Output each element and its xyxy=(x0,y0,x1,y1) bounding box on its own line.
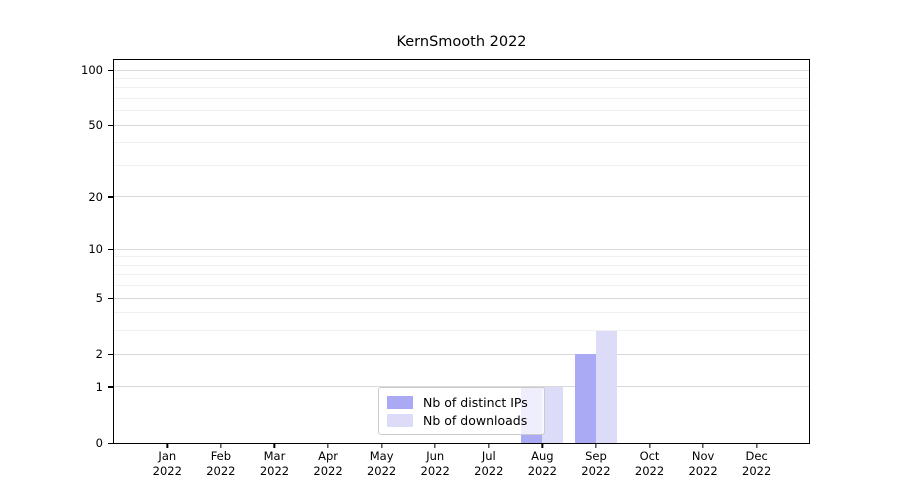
x-tick-month: Jul xyxy=(481,449,496,463)
x-tick-year: 2022 xyxy=(474,464,504,478)
y-tick xyxy=(108,69,113,71)
x-tick-year: 2022 xyxy=(259,464,290,478)
x-tick-month: Nov xyxy=(691,449,715,463)
gridline-major xyxy=(114,353,809,355)
gridline-minor xyxy=(114,256,809,258)
gridline-minor xyxy=(114,330,809,332)
y-tick xyxy=(108,353,113,355)
x-tick-label: Aug 2022 xyxy=(502,449,582,479)
y-tick-label: 20 xyxy=(88,189,103,204)
gridline-minor xyxy=(114,77,809,79)
y-tick xyxy=(108,386,113,388)
y-tick-label: 0 xyxy=(95,436,103,450)
y-tick xyxy=(108,297,113,299)
x-tick-month: Jun xyxy=(426,449,445,463)
y-tick xyxy=(108,248,113,250)
x-tick-label: Jun 2022 xyxy=(395,449,475,479)
legend-label-downloads: Nb of downloads xyxy=(423,412,528,428)
x-tick xyxy=(380,444,383,448)
bar-sep-distinct-ips xyxy=(574,354,596,443)
x-tick xyxy=(488,444,490,448)
x-tick-label: Apr 2022 xyxy=(288,449,368,479)
y-tick-label: 2 xyxy=(95,347,103,362)
gridline-minor xyxy=(114,285,809,287)
gridline-minor xyxy=(114,264,809,266)
x-tick xyxy=(702,444,704,448)
legend: Nb of distinct IPs Nb of downloads xyxy=(378,387,545,435)
x-tick-year: 2022 xyxy=(634,464,665,478)
gridline-minor xyxy=(114,142,809,144)
gridlines-layer xyxy=(114,60,809,443)
x-tick xyxy=(756,444,758,448)
x-tick-label: Mar 2022 xyxy=(234,449,314,479)
chart-title: KernSmooth 2022 xyxy=(396,34,527,50)
gridline-minor xyxy=(114,164,809,166)
gridline-major xyxy=(114,124,809,126)
x-tick-label: Jul 2022 xyxy=(449,449,529,479)
x-tick xyxy=(434,444,436,448)
x-tick-year: 2022 xyxy=(152,464,182,478)
y-tick xyxy=(108,442,113,444)
x-tick-year: 2022 xyxy=(420,464,450,478)
x-tick-month: Sep xyxy=(585,449,607,463)
gridline-minor xyxy=(114,97,809,99)
gridline-major xyxy=(114,196,809,198)
legend-label-distinct-ips: Nb of distinct IPs xyxy=(423,394,528,410)
y-tick xyxy=(108,196,113,198)
legend-item-distinct-ips: Nb of distinct IPs xyxy=(387,393,536,411)
legend-swatch-downloads xyxy=(387,413,413,427)
legend-item-downloads: Nb of downloads xyxy=(387,411,536,429)
x-tick-year: 2022 xyxy=(313,464,343,478)
x-tick-year: 2022 xyxy=(527,464,557,478)
x-tick-label: Oct 2022 xyxy=(610,449,690,479)
gridline-major xyxy=(114,248,809,250)
x-tick xyxy=(220,444,222,448)
x-tick-year: 2022 xyxy=(742,464,772,478)
bar-sep-downloads xyxy=(595,330,617,443)
x-tick-month: Apr xyxy=(318,449,338,463)
gridline-major xyxy=(114,69,809,71)
legend-swatch-distinct-ips xyxy=(387,395,413,409)
y-tick-label: 1 xyxy=(95,379,103,394)
x-tick-month: Feb xyxy=(210,449,232,463)
gridline-minor xyxy=(114,274,809,276)
x-tick-label: Nov 2022 xyxy=(663,449,743,479)
x-tick-label: Feb 2022 xyxy=(181,449,261,479)
x-tick-month: May xyxy=(369,449,394,463)
x-tick-year: 2022 xyxy=(206,464,236,478)
x-tick-month: Oct xyxy=(639,449,660,463)
gridline-minor xyxy=(114,87,809,89)
bar-aug-downloads xyxy=(542,386,564,443)
x-tick-label: Sep 2022 xyxy=(556,449,636,479)
x-tick-year: 2022 xyxy=(366,464,397,478)
x-tick-label: Dec 2022 xyxy=(717,449,797,479)
x-tick xyxy=(166,444,168,448)
x-tick xyxy=(648,444,651,448)
x-tick xyxy=(595,444,597,448)
y-tick xyxy=(108,124,113,127)
x-tick xyxy=(541,444,544,448)
x-tick-year: 2022 xyxy=(688,464,718,478)
x-tick xyxy=(273,444,276,448)
gridline-major xyxy=(114,386,809,388)
y-tick-label: 10 xyxy=(88,242,103,257)
x-tick-month: Jan xyxy=(158,449,177,463)
y-tick-label: 50 xyxy=(88,118,103,133)
gridline-minor xyxy=(114,110,809,112)
x-tick-month: Mar xyxy=(263,449,286,463)
bars-layer xyxy=(114,60,809,443)
x-tick-month: Dec xyxy=(745,449,768,463)
gridline-major xyxy=(114,297,809,299)
plot-area xyxy=(113,59,810,444)
x-tick-year: 2022 xyxy=(581,464,611,478)
y-tick-label: 100 xyxy=(81,63,103,77)
x-tick-month: Aug xyxy=(531,449,554,463)
x-tick xyxy=(327,444,329,448)
y-tick-label: 5 xyxy=(95,291,103,306)
gridline-minor xyxy=(114,312,809,314)
x-tick-label: Jan 2022 xyxy=(127,449,207,479)
x-tick-label: May 2022 xyxy=(342,449,422,479)
